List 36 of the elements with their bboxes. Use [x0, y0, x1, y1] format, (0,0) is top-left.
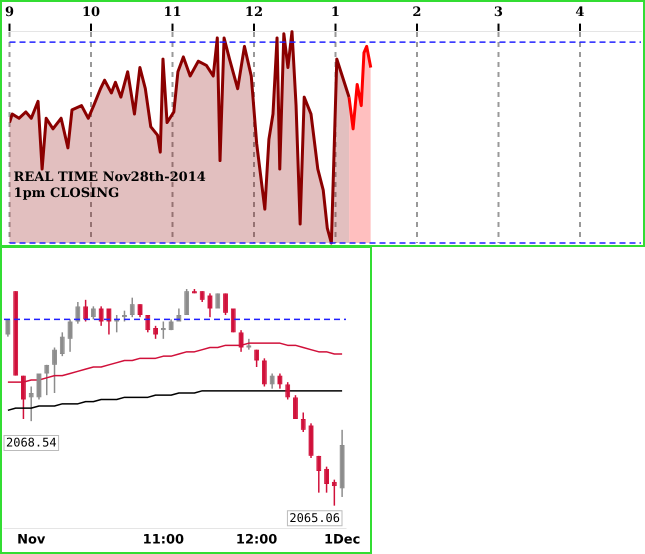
- candlestick: [324, 466, 330, 494]
- candlestick: [28, 386, 34, 422]
- candlestick: [75, 301, 80, 324]
- candlestick: [83, 299, 88, 322]
- candlestick: [153, 325, 158, 340]
- annotation: REAL TIME Nov28th-2014: [14, 170, 206, 185]
- candlestick: [254, 348, 260, 368]
- annotation: 1pm CLOSING: [14, 186, 120, 201]
- x-tick-label: 1: [330, 5, 340, 20]
- candlestick: [293, 394, 298, 420]
- candlestick: [208, 292, 212, 318]
- candlestick: [36, 372, 42, 400]
- candlestick: [138, 303, 142, 318]
- x-tick-label: 10: [82, 5, 100, 20]
- x-tick-label: Nov: [17, 532, 46, 548]
- candlestick: [52, 346, 57, 394]
- candlestick: [98, 306, 104, 327]
- text: 2065.06: [289, 510, 340, 525]
- candlestick: [262, 358, 267, 388]
- candlestick: [223, 292, 228, 316]
- x-tick-label: 11:00: [142, 532, 184, 548]
- candlestick: [68, 318, 73, 353]
- x-tick-label: 4: [575, 5, 584, 20]
- x-tick-label: 2: [412, 5, 422, 20]
- candlestick: [184, 288, 190, 316]
- candlestick: [277, 372, 282, 390]
- candlestick: [5, 318, 10, 338]
- annotation: 2068.54: [6, 436, 57, 450]
- x-tick-label: 11: [163, 5, 182, 20]
- candlestick: [90, 306, 96, 320]
- x-tick-label: 9: [5, 5, 14, 20]
- x-tick-label: 3: [494, 5, 503, 20]
- x-tick-label: 1Dec: [324, 532, 360, 548]
- x-tick-label: 12:00: [236, 532, 278, 548]
- x-tick-label: 12: [244, 5, 264, 20]
- candlestick: [270, 372, 275, 390]
